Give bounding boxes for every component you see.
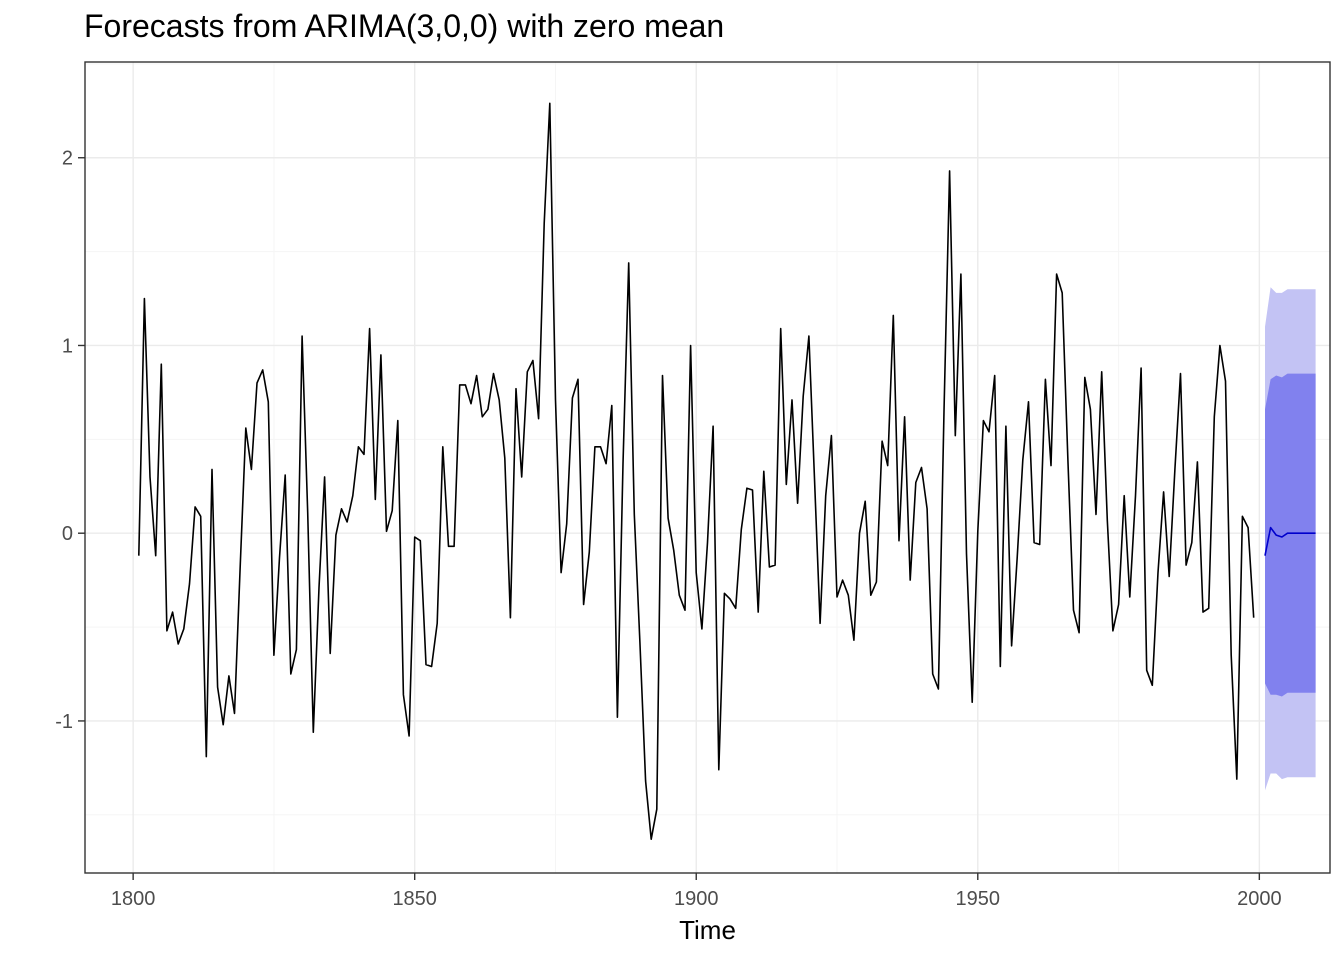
x-tick-label: 2000 [1237,888,1282,910]
y-tick-label: 0 [62,523,73,545]
y-tick-label: 1 [62,335,73,357]
x-tick-label: 1850 [392,888,437,910]
grid-layer [85,62,1330,873]
x-tick-label: 1800 [111,888,156,910]
y-tick-label: 2 [62,148,73,170]
y-tick-label: -1 [55,711,73,733]
prediction-band-80 [1265,373,1316,697]
x-tick-label: 1900 [674,888,719,910]
prediction-interval-80-layer [1265,373,1316,697]
axis-layer: 1800 1850 1900 1950 2000 -1 0 1 2 [55,148,1281,910]
forecast-mean-layer [1264,526,1316,556]
observed-series-layer [138,102,1255,841]
observed-series-line [138,102,1255,841]
x-tick-label: 1950 [956,888,1001,910]
chart-title: Forecasts from ARIMA(3,0,0) with zero me… [84,8,725,44]
panel-border [84,61,1331,874]
x-axis-title: Time [679,915,736,945]
forecast-mean-line [1264,526,1316,556]
